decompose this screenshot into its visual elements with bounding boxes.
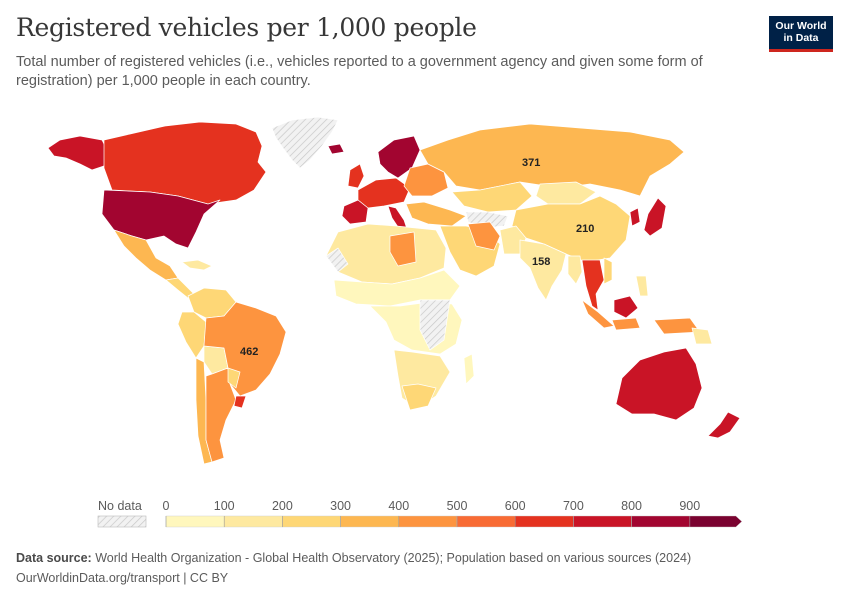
legend-no-data-label: No data bbox=[98, 499, 142, 513]
legend-tick-200: 200 bbox=[272, 499, 293, 513]
legend-tick-500: 500 bbox=[447, 499, 468, 513]
legend-bin-8[interactable] bbox=[631, 515, 690, 528]
color-legend: No data 0 100 200 300 400 500 600 700 800 900 bbox=[97, 499, 743, 528]
country-australia[interactable] bbox=[615, 347, 703, 421]
country-western-sahara[interactable] bbox=[325, 247, 349, 273]
chart-subtitle: Total number of registered vehicles (i.e… bbox=[16, 54, 703, 89]
legend-tick-400: 400 bbox=[388, 499, 409, 513]
legend-tick-900: 900 bbox=[679, 499, 700, 513]
country-libya[interactable] bbox=[389, 231, 417, 267]
country-iceland[interactable] bbox=[327, 143, 345, 155]
legend-bin-2[interactable] bbox=[282, 515, 341, 528]
source-text: World Health Organization - Global Healt… bbox=[95, 551, 692, 565]
country-korea[interactable] bbox=[629, 207, 641, 227]
country-iran[interactable] bbox=[467, 221, 501, 251]
legend-bin-1[interactable] bbox=[223, 515, 283, 528]
country-peru-ecuador[interactable] bbox=[177, 311, 207, 359]
country-mongolia[interactable] bbox=[535, 181, 597, 205]
legend-tick-800: 800 bbox=[621, 499, 642, 513]
country-western-europe[interactable] bbox=[357, 177, 411, 209]
country-greenland[interactable] bbox=[271, 116, 339, 169]
legend-bin-6[interactable] bbox=[515, 515, 574, 528]
label-russia: 371 bbox=[522, 157, 540, 169]
country-uruguay[interactable] bbox=[233, 395, 247, 409]
country-china[interactable] bbox=[511, 195, 631, 263]
legend-bin-0[interactable] bbox=[165, 515, 225, 528]
source-link[interactable]: OurWorldinData.org/transport | CC BY bbox=[16, 571, 229, 585]
label-brazil: 462 bbox=[240, 346, 258, 358]
country-sahel[interactable] bbox=[333, 269, 461, 307]
legend-bin-4[interactable] bbox=[398, 515, 458, 528]
legend-tick-300: 300 bbox=[330, 499, 351, 513]
logo-line-1: Our World bbox=[775, 20, 827, 32]
legend-scale: 0 100 200 300 400 500 600 700 800 900 bbox=[163, 499, 743, 528]
country-philippines[interactable] bbox=[635, 275, 649, 297]
legend-tick-700: 700 bbox=[563, 499, 584, 513]
country-thailand-malaysia[interactable] bbox=[581, 259, 605, 311]
country-alaska[interactable] bbox=[47, 135, 109, 171]
country-indonesia[interactable] bbox=[581, 299, 701, 335]
owid-logo[interactable]: Our World in Data bbox=[769, 16, 833, 52]
legend-bin-5[interactable] bbox=[456, 515, 516, 528]
label-india: 158 bbox=[532, 256, 550, 268]
country-borneo-malaysia[interactable] bbox=[613, 295, 639, 319]
country-argentina[interactable] bbox=[205, 367, 237, 463]
legend-tick-100: 100 bbox=[214, 499, 235, 513]
country-madagascar[interactable] bbox=[463, 353, 475, 385]
label-china: 210 bbox=[576, 223, 594, 235]
country-india[interactable] bbox=[519, 239, 567, 301]
map-value-labels: 371 210 158 462 bbox=[240, 157, 594, 358]
footer: Data source: World Health Organization -… bbox=[16, 548, 691, 588]
country-papua[interactable] bbox=[691, 327, 713, 345]
country-myanmar[interactable] bbox=[567, 255, 583, 285]
country-japan[interactable] bbox=[643, 197, 667, 237]
country-new-zealand[interactable] bbox=[707, 411, 741, 439]
country-iberia[interactable] bbox=[341, 199, 369, 225]
country-paraguay[interactable] bbox=[227, 367, 241, 389]
legend-bin-7[interactable] bbox=[573, 515, 632, 528]
country-russia[interactable] bbox=[419, 123, 685, 197]
legend-tick-0: 0 bbox=[163, 499, 170, 513]
country-kazakhstan[interactable] bbox=[451, 181, 533, 213]
logo-line-2: in Data bbox=[783, 32, 819, 44]
country-brazil[interactable] bbox=[203, 301, 287, 397]
chart-title: Registered vehicles per 1,000 people bbox=[16, 13, 477, 42]
legend-no-data-swatch bbox=[97, 515, 147, 528]
legend-bin-3[interactable] bbox=[340, 515, 400, 528]
country-balkans-turkey[interactable] bbox=[405, 201, 467, 227]
source-line: Data source: World Health Organization -… bbox=[16, 548, 691, 568]
source-label: Data source: bbox=[16, 551, 92, 565]
legend-tick-600: 600 bbox=[505, 499, 526, 513]
country-vietnam[interactable] bbox=[603, 257, 613, 285]
legend-bin-9[interactable] bbox=[689, 515, 743, 528]
world-map[interactable]: 371 210 158 462 bbox=[0, 105, 850, 485]
country-sudan-region[interactable] bbox=[419, 299, 451, 351]
country-south-africa[interactable] bbox=[401, 383, 437, 411]
country-caribbean[interactable] bbox=[181, 259, 213, 271]
country-uk-ireland[interactable] bbox=[347, 163, 365, 189]
